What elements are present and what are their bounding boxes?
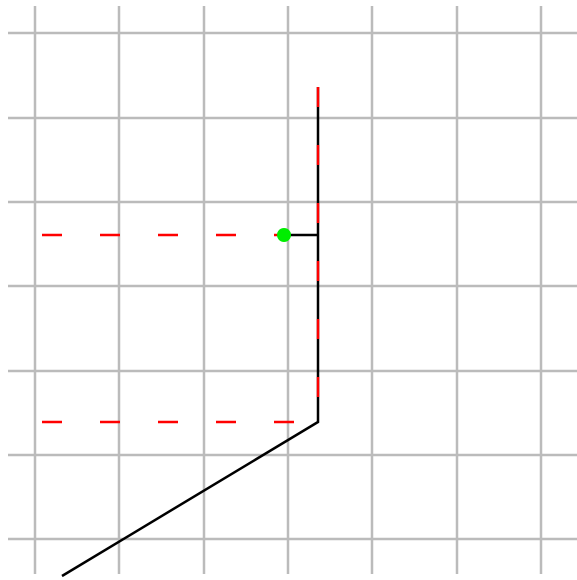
red-dashed-guides	[42, 87, 320, 424]
black-path	[61, 87, 320, 578]
grid	[8, 6, 577, 574]
green-dot	[277, 228, 291, 242]
